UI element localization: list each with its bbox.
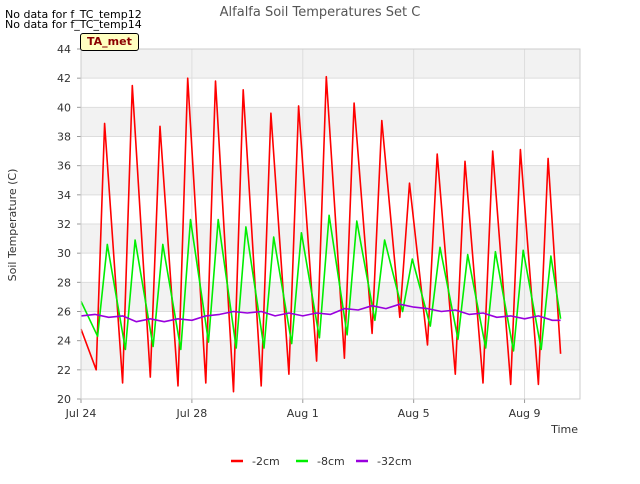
y-tick-label: 20 <box>57 393 71 406</box>
plot-band <box>81 282 580 312</box>
plot-band <box>81 340 580 370</box>
legend: -2cm -8cm -32cm <box>231 455 412 468</box>
no-data-notice-2: No data for f_TC_temp14 <box>5 18 142 31</box>
y-tick-label: 30 <box>57 247 71 260</box>
x-axis-ticks: Jul 24 Jul 28 Aug 1 Aug 5 Aug 9 <box>65 399 541 420</box>
y-tick-label: 24 <box>57 335 71 348</box>
series-line-32cm <box>80 303 561 323</box>
series-line-8cm <box>80 214 562 352</box>
y-tick-label: 42 <box>57 72 71 85</box>
plot-band <box>81 78 580 108</box>
x-tick-label: Aug 9 <box>509 407 541 420</box>
y-tick-label: 40 <box>57 101 71 114</box>
plot-band <box>81 165 580 195</box>
x-axis-label: Time <box>550 423 578 436</box>
legend-label: -2cm <box>252 455 280 468</box>
legend-label: -32cm <box>377 455 412 468</box>
y-axis-ticks: 20 22 24 26 28 30 32 34 36 38 40 42 44 <box>57 43 81 406</box>
y-tick-label: 32 <box>57 218 71 231</box>
x-tick-label: Jul 28 <box>176 407 208 420</box>
y-tick-label: 34 <box>57 189 71 202</box>
x-tick-label: Aug 5 <box>398 407 430 420</box>
y-tick-label: 26 <box>57 306 71 319</box>
plot-band <box>81 369 580 399</box>
legend-label: -8cm <box>317 455 345 468</box>
ta-met-badge[interactable]: TA_met <box>80 33 139 51</box>
y-tick-label: 38 <box>57 131 71 144</box>
no-data-notice-1: No data for f_TC_temp12 <box>5 8 142 21</box>
x-tick-label: Jul 24 <box>65 407 97 420</box>
chart-title: Alfalfa Soil Temperatures Set C <box>220 5 421 20</box>
series-lines <box>80 75 562 393</box>
x-tick-label: Aug 1 <box>287 407 319 420</box>
y-tick-label: 28 <box>57 276 71 289</box>
y-tick-label: 36 <box>57 160 71 173</box>
y-axis-label: Soil Temperature (C) <box>6 169 19 282</box>
plot-band <box>81 49 580 79</box>
plot-band <box>81 253 580 283</box>
plot-frame <box>80 48 581 400</box>
y-tick-label: 44 <box>57 43 71 56</box>
plot-background <box>81 49 580 399</box>
plot-band <box>81 311 580 341</box>
y-tick-label: 22 <box>57 364 71 377</box>
